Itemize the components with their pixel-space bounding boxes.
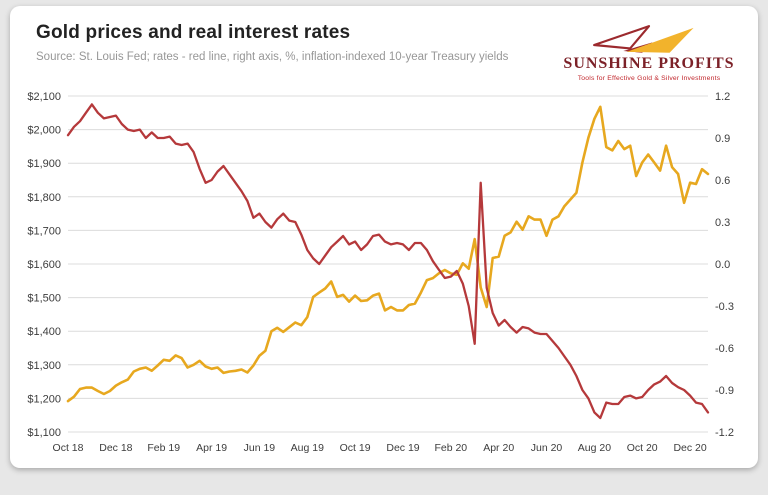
chart-subtitle: Source: St. Louis Fed; rates - red line,… xyxy=(36,51,509,63)
left-axis-tick-label: $1,400 xyxy=(27,326,61,338)
left-axis-tick-label: $1,200 xyxy=(27,393,61,405)
chart-title: Gold prices and real interest rates xyxy=(36,22,351,43)
title-block: Gold prices and real interest rates Sour… xyxy=(36,22,508,63)
x-axis-tick-label: Dec 18 xyxy=(99,442,132,454)
logo-name: SUNSHINE PROFITS xyxy=(563,55,735,72)
x-axis-tick-label: Dec 20 xyxy=(673,442,706,454)
left-axis-tick-label: $2,000 xyxy=(27,125,61,137)
series-line-real-rates xyxy=(66,103,710,420)
right-axis-tick-label: -0.3 xyxy=(715,301,734,313)
right-axis-tick-label: 0.9 xyxy=(715,133,730,145)
chart-header: Gold prices and real interest rates Sour… xyxy=(10,6,758,82)
right-axis-tick-label: -0.6 xyxy=(715,343,734,355)
left-axis-tick-label: $2,100 xyxy=(27,91,61,103)
x-axis-tick-label: Aug 20 xyxy=(578,442,611,454)
x-axis-tick-label: Oct 20 xyxy=(627,442,658,454)
x-axis-tick-label: Feb 20 xyxy=(434,442,467,454)
left-axis-tick-label: $1,100 xyxy=(27,427,61,439)
x-axis-tick-label: Apr 20 xyxy=(483,442,514,454)
left-axis-tick-label: $1,800 xyxy=(27,192,61,204)
logo-tagline: Tools for Effective Gold & Silver Invest… xyxy=(577,75,721,82)
right-axis-tick-label: 0.6 xyxy=(715,175,730,187)
right-axis-tick-label: 0.0 xyxy=(715,259,730,271)
chart-card: Gold prices and real interest rates Sour… xyxy=(10,6,758,468)
x-axis-tick-label: Oct 18 xyxy=(53,442,84,454)
x-axis-tick-label: Apr 19 xyxy=(196,442,227,454)
x-axis-tick-label: Aug 19 xyxy=(291,442,324,454)
left-axis-tick-label: $1,600 xyxy=(27,259,61,271)
right-axis-tick-label: 0.3 xyxy=(715,217,730,229)
right-axis-tick-label: 1.2 xyxy=(715,91,730,103)
chart-plot: $2,100 $2,000 $1,900 $1,800 $1,700 $1,600 $1,5… xyxy=(27,91,734,454)
left-axis-tick-label: $1,500 xyxy=(27,293,61,305)
series-line-gold-price xyxy=(66,105,710,403)
right-axis-tick-label: -0.9 xyxy=(715,385,734,397)
left-axis-tick-label: $1,300 xyxy=(27,360,61,372)
sunshine-profits-logo: SUNSHINE PROFITS Tools for Effective Gol… xyxy=(560,24,738,82)
logo-arrows-icon xyxy=(593,25,694,53)
right-axis-tick-label: -1.2 xyxy=(715,427,734,439)
x-axis-tick-label: Jun 20 xyxy=(531,442,563,454)
x-axis-tick-label: Dec 19 xyxy=(386,442,419,454)
x-axis-tick-label: Oct 19 xyxy=(340,442,371,454)
x-axis-tick-label: Jun 19 xyxy=(244,442,276,454)
x-axis-tick-label: Feb 19 xyxy=(147,442,180,454)
left-axis-tick-label: $1,700 xyxy=(27,225,61,237)
left-axis-tick-label: $1,900 xyxy=(27,158,61,170)
chart-area: $2,100 $2,000 $1,900 $1,800 $1,700 $1,600 $1,5… xyxy=(10,82,758,465)
